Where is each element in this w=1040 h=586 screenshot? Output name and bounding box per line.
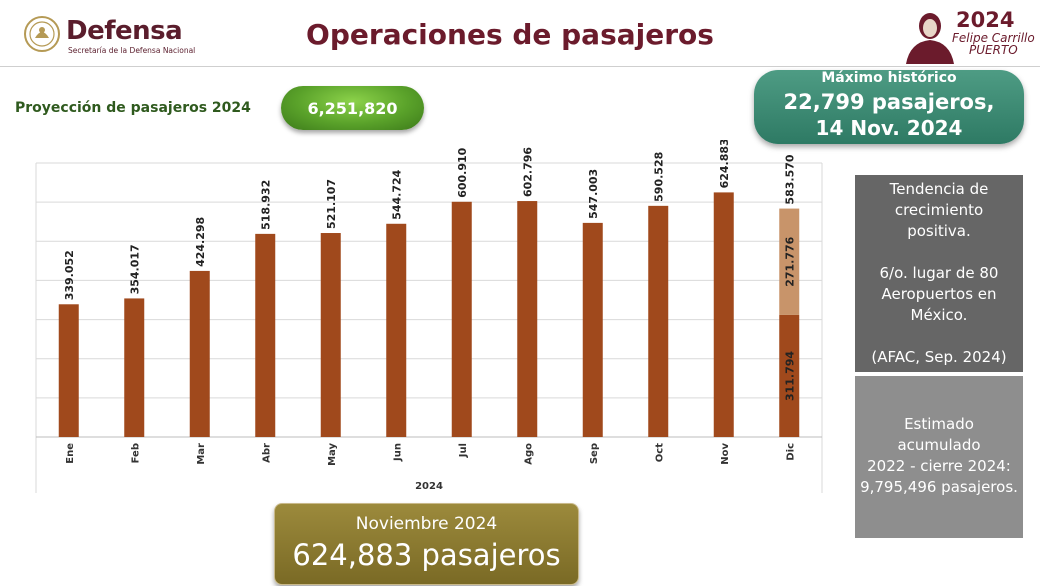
data-label-abr: 518.932 <box>259 180 272 230</box>
logo-name-line2: PUERTO <box>969 43 1018 57</box>
data-label-dic-projection: 271.776 <box>783 236 796 286</box>
x-tick-label-ene: Ene <box>65 443 76 464</box>
coat-of-arms-icon <box>24 16 60 52</box>
growth-trend-line: Tendencia de <box>889 180 989 198</box>
accumulated-estimate-line: Estimado <box>904 415 974 433</box>
x-axis-label: 2024 <box>415 481 443 492</box>
felipe-carrillo-puerto-logo: 2024 Felipe Carrillo PUERTO <box>900 6 1040 66</box>
logo-name-line1: Felipe Carrillo <box>952 31 1035 45</box>
growth-trend-line <box>859 242 1019 263</box>
max-record-title: Máximo histórico <box>821 70 957 86</box>
bar-abr <box>255 233 276 437</box>
growth-trend-line: Aeropuertos en <box>881 285 997 303</box>
portrait-icon <box>906 13 954 64</box>
bar-sep <box>582 222 603 437</box>
brand-name: Defensa <box>66 16 183 46</box>
data-label-dic-total: 583.570 <box>783 154 796 204</box>
growth-trend-line: México. <box>910 306 968 324</box>
max-record-box: Máximo histórico 22,799 pasajeros, 14 No… <box>754 70 1024 144</box>
bar-feb <box>124 298 145 437</box>
max-record-value: 22,799 pasajeros, <box>783 90 995 114</box>
november-label: Noviembre 2024 <box>355 514 498 534</box>
chart-bars <box>58 192 800 437</box>
brand-subtitle: Secretaría de la Defensa Nacional <box>68 46 196 55</box>
data-label-feb: 354.017 <box>128 244 141 294</box>
data-label-jun: 544.724 <box>390 169 403 219</box>
x-tick-label-may: May <box>327 443 338 466</box>
accumulated-estimate-text: Estimado acumulado 2022 - cierre 2024: 9,79… <box>859 414 1019 498</box>
growth-trend-line <box>859 326 1019 347</box>
max-record-date: 14 Nov. 2024 <box>815 116 963 140</box>
bar-may <box>320 233 341 437</box>
projection-value-badge: 6,251,820 <box>281 86 424 130</box>
bar-dic-projection <box>779 208 800 315</box>
x-tick-label-jun: Jun <box>392 443 403 462</box>
logo-name: Felipe Carrillo PUERTO <box>952 32 1035 56</box>
x-tick-label-jul: Jul <box>458 443 469 458</box>
data-label-nov: 624.883 <box>718 140 731 188</box>
growth-trend-line: crecimiento <box>894 201 984 219</box>
chart-grid <box>35 162 823 493</box>
accumulated-estimate-line: 9,795,496 pasajeros. <box>860 478 1018 496</box>
data-label-ago: 602.796 <box>521 147 534 197</box>
page-title: Operaciones de pasajeros <box>306 18 714 51</box>
passenger-bar-chart: 339.052 Ene 354.017 Feb 424.298 Mar 518.932 Abr… <box>35 140 823 493</box>
accumulated-estimate-panel: Estimado acumulado 2022 - cierre 2024: 9,79… <box>855 376 1023 538</box>
bar-nov <box>713 192 734 437</box>
data-label-dic: 311.794 <box>783 351 796 401</box>
bar-oct <box>648 205 669 437</box>
data-label-ene: 339.052 <box>63 250 76 300</box>
chart-labels: 339.052 Ene 354.017 Feb 424.298 Mar 518.932 Abr… <box>63 140 797 492</box>
header-divider <box>0 66 1040 67</box>
x-tick-label-mar: Mar <box>196 443 207 465</box>
bar-ago <box>517 201 538 437</box>
growth-trend-line: (AFAC, Sep. 2024) <box>871 348 1007 366</box>
year-logo: 2024 <box>956 8 1015 32</box>
bar-jul <box>451 201 472 437</box>
accumulated-estimate-line: acumulado <box>897 436 981 454</box>
growth-trend-text: Tendencia de crecimiento positiva. 6/o. lug… <box>859 179 1019 368</box>
x-tick-label-abr: Abr <box>261 443 272 463</box>
x-tick-label-sep: Sep <box>589 443 600 464</box>
x-tick-label-nov: Nov <box>720 443 731 465</box>
x-tick-label-ago: Ago <box>523 443 534 465</box>
x-tick-label-dic: Dic <box>785 443 796 461</box>
bar-dic <box>779 314 800 437</box>
bar-jun <box>386 223 407 437</box>
growth-trend-line: positiva. <box>907 222 971 240</box>
november-total-box: Noviembre 2024 624,883 pasajeros <box>274 503 579 585</box>
accumulated-estimate-line: 2022 - cierre 2024: <box>867 457 1011 475</box>
x-tick-label-oct: Oct <box>654 443 665 462</box>
growth-trend-panel: Tendencia de crecimiento positiva. 6/o. lug… <box>855 175 1023 372</box>
x-tick-label-feb: Feb <box>130 443 141 463</box>
bar-ene <box>58 304 79 437</box>
data-label-mar: 424.298 <box>194 217 207 267</box>
defensa-logo: Defensa Secretaría de la Defensa Naciona… <box>22 14 202 58</box>
data-label-may: 521.107 <box>325 179 338 229</box>
projection-label: Proyección de pasajeros 2024 <box>15 100 251 116</box>
bar-mar <box>189 270 210 437</box>
data-label-jul: 600.910 <box>456 147 469 197</box>
november-value: 624,883 pasajeros <box>292 538 561 572</box>
growth-trend-line: 6/o. lugar de 80 <box>879 264 999 282</box>
data-label-oct: 590.528 <box>652 152 665 202</box>
data-label-sep: 547.003 <box>587 169 600 219</box>
